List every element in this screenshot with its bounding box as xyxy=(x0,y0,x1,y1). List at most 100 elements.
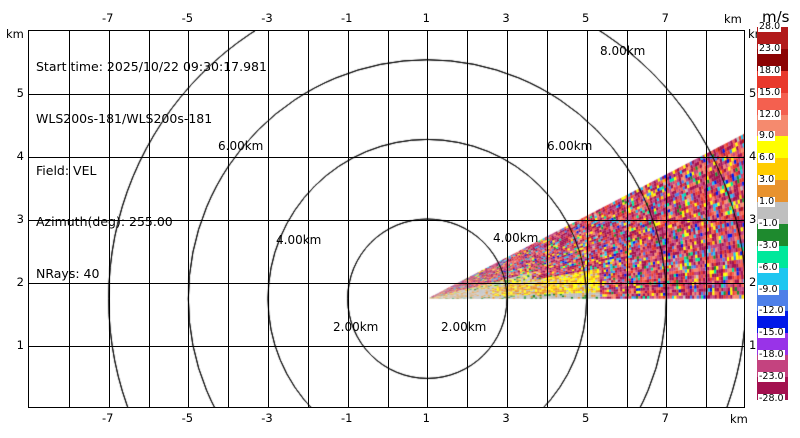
colorbar-segment xyxy=(757,48,788,72)
colorbar-tick: 28.0 xyxy=(758,21,782,32)
plot-clip xyxy=(29,31,744,407)
velocity-colorbar[interactable]: 28.0 23.0 18.0 15.0 12.0 9.0 6.0 3.0 1.0 -1.0 -3.0… xyxy=(757,22,788,404)
vertical-gridline xyxy=(228,31,230,407)
vertical-gridline xyxy=(507,31,508,407)
y-tick-left-5: 5 xyxy=(16,86,24,100)
horizontal-gridline xyxy=(29,94,744,95)
colorbar-segment xyxy=(757,70,788,94)
scan-field: Field: VEL xyxy=(36,162,97,178)
colorbar-tick: 23.0 xyxy=(758,42,782,54)
range-ring-label: 2.00km xyxy=(441,320,487,334)
scan-nrays: NRays: 40 xyxy=(36,265,100,281)
colorbar-tick: 6.0 xyxy=(758,152,776,164)
x-tick-3: 3 xyxy=(502,411,510,425)
colorbar-segment xyxy=(757,267,788,291)
colorbar-tick: -23.0 xyxy=(758,371,785,383)
x-tick-neg5: -5 xyxy=(181,411,194,425)
colorbar-tick: -18.0 xyxy=(758,349,785,361)
x-tick-neg5: -5 xyxy=(181,11,194,25)
colorbar-segment xyxy=(757,333,788,356)
vertical-gridline xyxy=(706,31,708,407)
vertical-gridline xyxy=(148,31,150,407)
colorbar-segment xyxy=(757,92,788,116)
horizontal-gridline xyxy=(29,220,744,221)
colorbar-tick: -1.0 xyxy=(758,217,779,229)
y-tick-right-1: 1 xyxy=(749,338,757,352)
colorbar-segment xyxy=(757,27,788,50)
colorbar-tick: -3.0 xyxy=(758,239,779,251)
colorbar-segment xyxy=(757,223,788,247)
colorbar-segment xyxy=(757,180,788,203)
colorbar-segment xyxy=(757,158,788,181)
range-ring-label: 6.00km xyxy=(218,139,264,153)
range-ring-label: 6.00km xyxy=(547,139,593,153)
colorbar-segment xyxy=(757,114,788,137)
colorbar-segment xyxy=(757,289,788,313)
vertical-gridline xyxy=(188,31,190,407)
x-tick-3: 3 xyxy=(502,11,510,25)
x-tick-neg7: -7 xyxy=(101,11,114,25)
colorbar-unit-label: m/s xyxy=(762,8,790,26)
colorbar-tick: 15.0 xyxy=(758,86,782,98)
colorbar-tick: -9.0 xyxy=(758,283,779,295)
plot-area xyxy=(28,30,745,408)
colorbar-segment xyxy=(757,355,788,378)
x-tick-neg1: -1 xyxy=(340,11,353,25)
x-tick-7: 7 xyxy=(661,411,669,425)
y-tick-left-2: 2 xyxy=(16,275,24,289)
range-ring-label: 2.00km xyxy=(333,320,379,334)
x-tick-neg1: -1 xyxy=(340,411,353,425)
colorbar-segment xyxy=(757,377,788,400)
colorbar-segment xyxy=(757,311,788,334)
x-tick-neg3: -3 xyxy=(261,11,273,25)
colorbar-segment xyxy=(757,245,788,269)
scan-info-panel: Start time: 2025/10/22 09:30:17.981 WLS2… xyxy=(36,24,267,316)
y-tick-left-3: 3 xyxy=(16,212,24,226)
x-tick-neg7: -7 xyxy=(101,411,114,425)
horizontal-gridline xyxy=(29,157,744,158)
colorbar-tick: 3.0 xyxy=(758,174,776,186)
vertical-gridline xyxy=(427,31,429,407)
y-axis-unit-topleft: km xyxy=(6,27,24,41)
colorbar-tick: -15.0 xyxy=(758,327,785,339)
x-tick-1: 1 xyxy=(422,411,430,425)
x-tick-7: 7 xyxy=(661,11,669,25)
scan-instrument: WLS200s-181/WLS200s-181 xyxy=(36,111,213,127)
x-tick-5: 5 xyxy=(582,11,590,25)
horizontal-gridline xyxy=(29,346,744,347)
vertical-gridline xyxy=(387,31,389,407)
vertical-gridline xyxy=(68,31,70,407)
horizontal-gridline xyxy=(29,283,744,284)
x-axis-unit-botright: km xyxy=(730,412,748,426)
x-axis-unit-topright: km xyxy=(724,12,742,26)
velocity-sector-plot xyxy=(29,31,744,407)
vertical-gridline xyxy=(307,31,309,407)
y-tick-right-2: 2 xyxy=(749,275,757,289)
x-tick-neg3: -3 xyxy=(261,411,273,425)
vertical-gridline xyxy=(626,31,628,407)
vertical-gridline xyxy=(347,31,349,407)
colorbar-tick: -28.0 xyxy=(758,393,785,404)
y-tick-right-3: 3 xyxy=(749,212,757,226)
y-tick-right-4: 4 xyxy=(749,149,757,163)
y-tick-left-4: 4 xyxy=(16,149,24,163)
colorbar-segment xyxy=(757,202,788,225)
vertical-gridline xyxy=(666,31,668,407)
scan-start-time: Start time: 2025/10/22 09:30:17.981 xyxy=(36,59,267,75)
vertical-gridline xyxy=(546,31,548,407)
colorbar-tick: -12.0 xyxy=(758,305,785,317)
vertical-gridline xyxy=(586,31,588,407)
colorbar-tick: 18.0 xyxy=(758,64,782,76)
vertical-gridline xyxy=(268,31,269,407)
vertical-gridline xyxy=(467,31,469,407)
vertical-gridline xyxy=(108,31,110,407)
x-tick-5: 5 xyxy=(582,411,590,425)
x-tick-1: 1 xyxy=(422,11,430,25)
colorbar-tick: 12.0 xyxy=(758,108,782,120)
range-ring-label: 4.00km xyxy=(493,231,539,245)
colorbar-tick: -6.0 xyxy=(758,261,779,273)
scan-azimuth: Azimuth(deg): 255.00 xyxy=(36,214,173,230)
range-ring-label: 4.00km xyxy=(276,233,322,247)
y-tick-left-1: 1 xyxy=(16,338,24,352)
